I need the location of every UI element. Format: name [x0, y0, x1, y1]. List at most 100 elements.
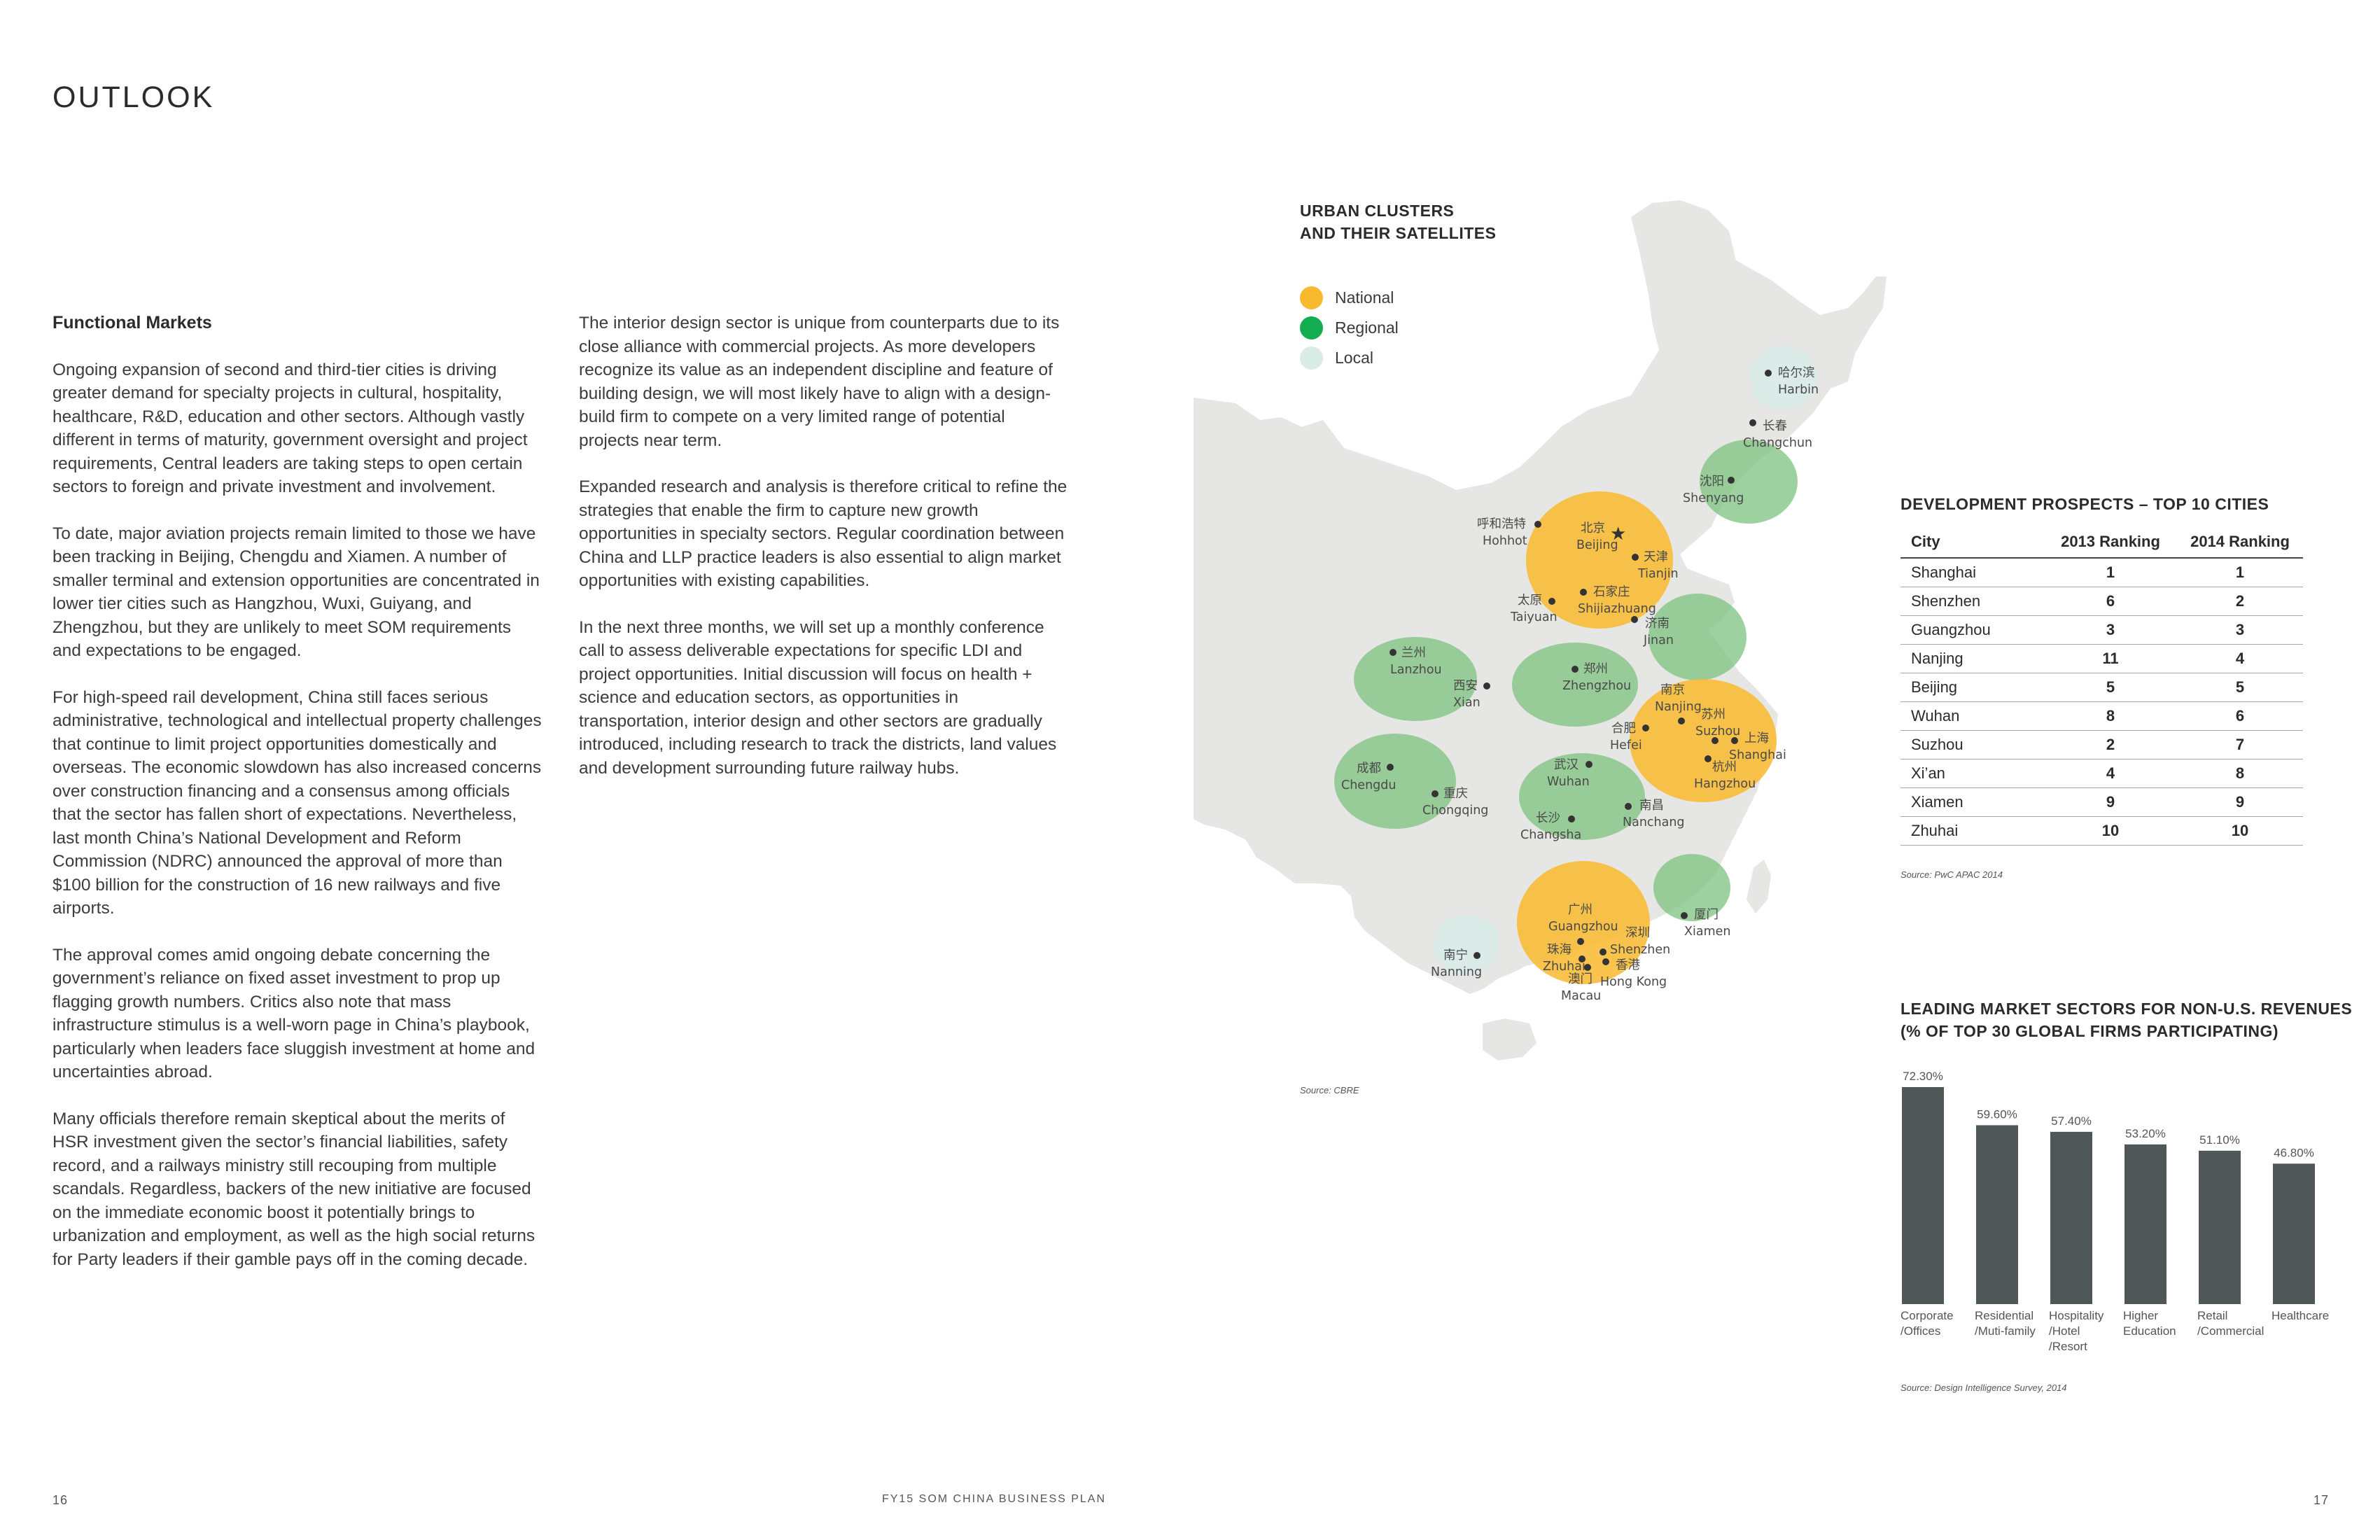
- svg-text:济南: 济南: [1645, 617, 1670, 631]
- table-row: Nanjing 11 4: [1900, 644, 2303, 673]
- paragraph: Many officials therefore remain skeptica…: [52, 1109, 536, 1269]
- paragraph: Ongoing expansion of second and third-ti…: [52, 360, 528, 497]
- svg-text:Zhengzhou: Zhengzhou: [1562, 679, 1631, 693]
- bar-2: [2050, 1131, 2092, 1304]
- column-header-2013: 2013 Ranking: [2044, 526, 2177, 559]
- city-marker-changsha: 长沙 Changsha: [1520, 811, 1581, 842]
- rank-2013-cell: 3: [2044, 615, 2177, 645]
- left-page-number: 16: [52, 1493, 69, 1507]
- bar-5: [2273, 1163, 2315, 1304]
- paragraph: In the next three months, we will set up…: [579, 617, 1057, 778]
- bar-value-label: 53.20%: [2125, 1127, 2166, 1140]
- svg-text:Xiamen: Xiamen: [1684, 925, 1730, 939]
- rank-2013-cell: 9: [2044, 788, 2177, 817]
- svg-text:合肥: 合肥: [1611, 722, 1636, 736]
- svg-text:太原: 太原: [1518, 594, 1542, 608]
- cluster-national-shanghai: [1630, 679, 1777, 802]
- legend-item-regional: Regional: [1300, 313, 1399, 343]
- bar-4: [2199, 1150, 2241, 1304]
- city-cell: Suzhou: [1900, 730, 2044, 760]
- rank-2013-cell: 6: [2044, 587, 2177, 616]
- rank-2013-cell: 2: [2044, 730, 2177, 760]
- svg-text:Taiyuan: Taiyuan: [1510, 610, 1558, 624]
- svg-text:Hong Kong: Hong Kong: [1600, 975, 1667, 989]
- taiwan-island-shape: [1746, 860, 1771, 913]
- right-page-number: 17: [2314, 1493, 2330, 1507]
- legend-item-national: National: [1300, 283, 1399, 313]
- rank-2014-cell: 10: [2177, 816, 2303, 846]
- cluster-regional-zhengzhou: [1512, 643, 1638, 727]
- svg-text:Changsha: Changsha: [1520, 828, 1581, 842]
- svg-text:Harbin: Harbin: [1778, 383, 1819, 397]
- map-title: URBAN CLUSTERS AND THEIR SATELLITES: [1300, 200, 1496, 244]
- city-cell: Xi’an: [1900, 759, 2044, 788]
- city-cell: Xiamen: [1900, 788, 2044, 817]
- svg-text:沈阳: 沈阳: [1700, 475, 1724, 489]
- svg-text:Nanjing: Nanjing: [1655, 700, 1702, 714]
- svg-text:长沙: 长沙: [1536, 811, 1560, 825]
- rank-2013-cell: 8: [2044, 701, 2177, 731]
- bar-category-label: /Resort: [2049, 1340, 2087, 1353]
- svg-text:Wuhan: Wuhan: [1547, 775, 1590, 789]
- city-marker-shenzhen: 深圳 Shenzhen: [1600, 926, 1670, 957]
- table-header-row: City 2013 Ranking 2014 Ranking: [1900, 526, 2303, 559]
- legend-label: Regional: [1335, 318, 1399, 337]
- cluster-national-guangzhou: [1517, 861, 1650, 984]
- svg-text:Hangzhou: Hangzhou: [1694, 777, 1756, 791]
- cluster-local-harbin: [1750, 346, 1817, 410]
- rank-2014-cell: 3: [2177, 615, 2303, 645]
- city-marker-beijing: ★ 北京 Beijing: [1576, 522, 1626, 552]
- national-swatch: [1300, 286, 1323, 309]
- city-marker-shenyang: 沈阳 Shenyang: [1683, 475, 1744, 505]
- svg-text:西安: 西安: [1453, 679, 1478, 693]
- table-row: Xiamen 9 9: [1900, 788, 2303, 817]
- cluster-regional-xiamen: [1653, 854, 1730, 921]
- city-marker-nanjing: 南京 Nanjing: [1655, 683, 1702, 724]
- svg-text:上海: 上海: [1744, 732, 1769, 746]
- rank-2014-cell: 4: [2177, 644, 2303, 673]
- bar-value-label: 72.30%: [1903, 1070, 1943, 1083]
- city-marker-hohhot: 呼和浩特 Hohhot: [1477, 517, 1541, 548]
- bar-category-label: Retail: [2197, 1309, 2227, 1322]
- svg-text:Tianjin: Tianjin: [1637, 567, 1679, 581]
- svg-text:Shenyang: Shenyang: [1683, 491, 1744, 505]
- bar-category-label: Residential: [1975, 1309, 2033, 1322]
- column-header-2014: 2014 Ranking: [2177, 526, 2303, 559]
- bar-category-label: /Commercial: [2197, 1324, 2264, 1338]
- rank-2013-cell: 5: [2044, 673, 2177, 702]
- bar-category-label: /Muti-family: [1975, 1324, 2036, 1338]
- svg-text:南京: 南京: [1660, 683, 1685, 697]
- rankings-title: DEVELOPMENT PROSPECTS – TOP 10 CITIES: [1900, 495, 2269, 513]
- table-row: Zhuhai 10 10: [1900, 816, 2303, 846]
- svg-text:郑州: 郑州: [1583, 662, 1608, 676]
- bar-chart-title-line1: LEADING MARKET SECTORS FOR NON-U.S. REVE…: [1900, 1000, 2353, 1018]
- svg-text:深圳: 深圳: [1625, 926, 1650, 940]
- svg-text:苏州: 苏州: [1701, 708, 1726, 722]
- bar-category-label: Education: [2123, 1324, 2176, 1338]
- bar-value-label: 51.10%: [2199, 1133, 2240, 1147]
- city-cell: Zhuhai: [1900, 816, 2044, 846]
- table-row: Shenzhen 6 2: [1900, 587, 2303, 616]
- rank-2014-cell: 6: [2177, 701, 2303, 731]
- svg-text:Hohhot: Hohhot: [1483, 534, 1527, 548]
- bar-3: [2124, 1144, 2166, 1304]
- table-row: Guangzhou 3 3: [1900, 615, 2303, 645]
- bar-chart-title-line2: (% OF TOP 30 GLOBAL FIRMS PARTICIPATING): [1900, 1022, 2279, 1040]
- city-marker-lanzhou: 兰州 Lanzhou: [1390, 646, 1442, 677]
- city-cell: Guangzhou: [1900, 615, 2044, 645]
- city-cell: Wuhan: [1900, 701, 2044, 731]
- svg-text:重庆: 重庆: [1443, 787, 1468, 801]
- map-title-line1: URBAN CLUSTERS: [1300, 202, 1455, 220]
- rank-2014-cell: 2: [2177, 587, 2303, 616]
- capital-star-icon: ★: [1610, 524, 1626, 545]
- cluster-national-beijing: [1526, 491, 1673, 629]
- city-marker-zhuhai: 珠海 Zhuhai: [1543, 943, 1586, 974]
- svg-text:厦门: 厦门: [1694, 908, 1718, 922]
- hainan-island-shape: [1483, 1018, 1536, 1060]
- svg-text:南昌: 南昌: [1639, 799, 1664, 813]
- svg-text:Hefei: Hefei: [1610, 738, 1642, 752]
- bar-value-label: 59.60%: [1977, 1107, 2017, 1121]
- svg-text:Guangzhou: Guangzhou: [1548, 920, 1618, 934]
- rankings-source: Source: PwC APAC 2014: [1900, 869, 2003, 880]
- bar-1: [1976, 1125, 2018, 1304]
